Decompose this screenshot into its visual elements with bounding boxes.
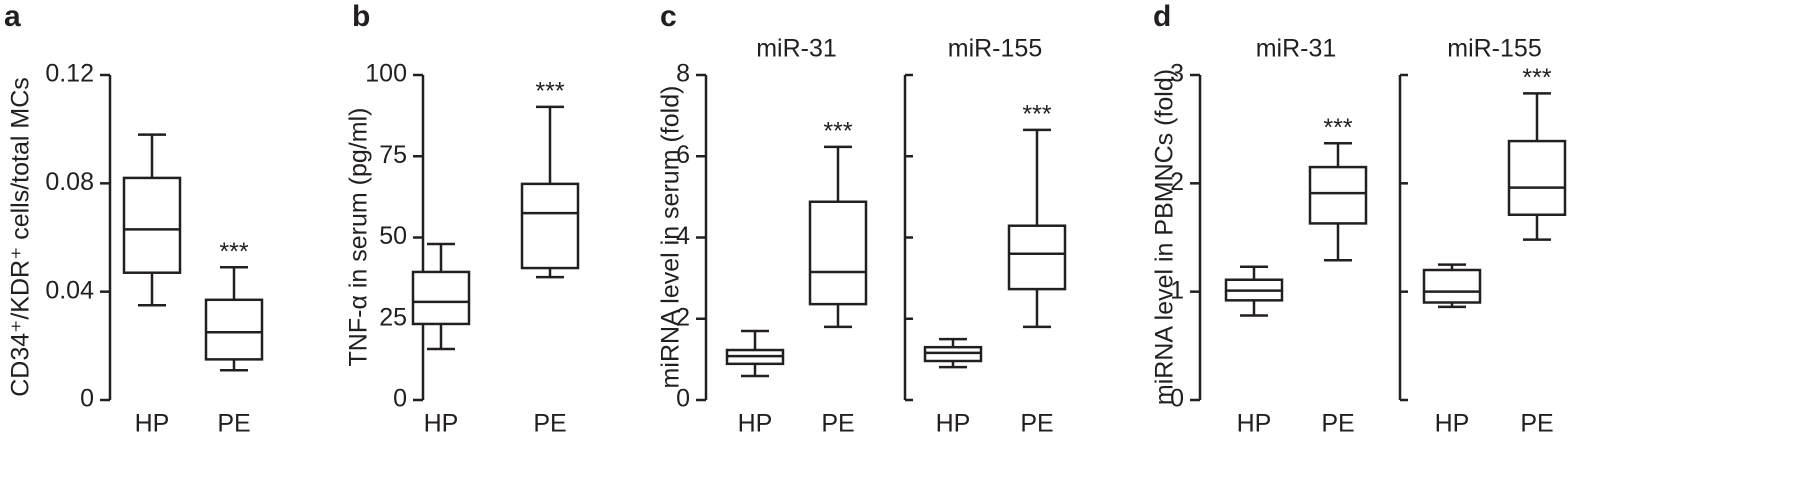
y-tick-label: 1 bbox=[1170, 276, 1184, 304]
significance: *** bbox=[1522, 64, 1551, 92]
panel-label: c bbox=[660, 0, 677, 33]
y-axis-label: miRNA level in PBMNCs (fold) bbox=[1151, 69, 1179, 405]
x-tick-label: PE bbox=[1520, 410, 1553, 438]
y-tick-label: 75 bbox=[379, 141, 407, 169]
y-tick-label: 8 bbox=[676, 60, 690, 88]
x-tick-label: HP bbox=[424, 410, 459, 438]
significance: *** bbox=[1022, 100, 1051, 128]
x-tick-label: PE bbox=[533, 410, 566, 438]
box bbox=[204, 298, 264, 361]
y-tick-label: 2 bbox=[1170, 168, 1184, 196]
y-tick-label: 6 bbox=[676, 141, 690, 169]
box bbox=[520, 182, 580, 270]
x-tick-label: PE bbox=[217, 410, 250, 438]
y-tick-label: 0 bbox=[676, 385, 690, 413]
y-tick-label: 2 bbox=[676, 303, 690, 331]
y-tick-label: 3 bbox=[1170, 60, 1184, 88]
y-tick-label: 100 bbox=[365, 60, 407, 88]
box bbox=[1007, 224, 1067, 291]
significance: *** bbox=[219, 238, 248, 266]
y-tick-label: 0 bbox=[80, 385, 94, 413]
panel-label: d bbox=[1153, 0, 1171, 33]
y-tick-label: 0.08 bbox=[45, 168, 94, 196]
y-tick-label: 0.04 bbox=[45, 276, 94, 304]
x-tick-label: HP bbox=[1237, 410, 1272, 438]
x-tick-label: HP bbox=[936, 410, 971, 438]
box bbox=[1507, 139, 1567, 216]
box bbox=[1422, 268, 1482, 304]
y-tick-label: 0.12 bbox=[45, 60, 94, 88]
x-tick-label: PE bbox=[1020, 410, 1053, 438]
subplot-title: miR-31 bbox=[756, 35, 837, 63]
x-tick-label: PE bbox=[821, 410, 854, 438]
panel-label: a bbox=[4, 0, 21, 33]
x-tick-label: HP bbox=[738, 410, 773, 438]
x-tick-label: HP bbox=[1435, 410, 1470, 438]
y-axis-label: TNF-α in serum (pg/ml) bbox=[345, 108, 373, 367]
y-axis-label: miRNA level in serum (fold) bbox=[657, 86, 685, 389]
y-axis-label: CD34⁺/KDR⁺ cells/total MCs bbox=[7, 77, 35, 397]
x-tick-label: HP bbox=[135, 410, 170, 438]
box bbox=[122, 176, 182, 274]
significance: *** bbox=[1323, 114, 1352, 142]
significance: *** bbox=[535, 77, 564, 105]
significance: *** bbox=[823, 118, 852, 146]
panel-label: b bbox=[352, 0, 370, 33]
box bbox=[808, 200, 868, 306]
x-tick-label: PE bbox=[1321, 410, 1354, 438]
y-tick-label: 0 bbox=[1170, 385, 1184, 413]
subplot-title: miR-155 bbox=[1447, 35, 1541, 63]
box bbox=[411, 270, 471, 326]
y-tick-label: 4 bbox=[676, 222, 690, 250]
y-tick-label: 0 bbox=[393, 385, 407, 413]
box bbox=[1308, 165, 1368, 225]
subplot-title: miR-155 bbox=[948, 35, 1042, 63]
y-tick-label: 50 bbox=[379, 222, 407, 250]
y-tick-label: 25 bbox=[379, 303, 407, 331]
subplot-title: miR-31 bbox=[1256, 35, 1337, 63]
